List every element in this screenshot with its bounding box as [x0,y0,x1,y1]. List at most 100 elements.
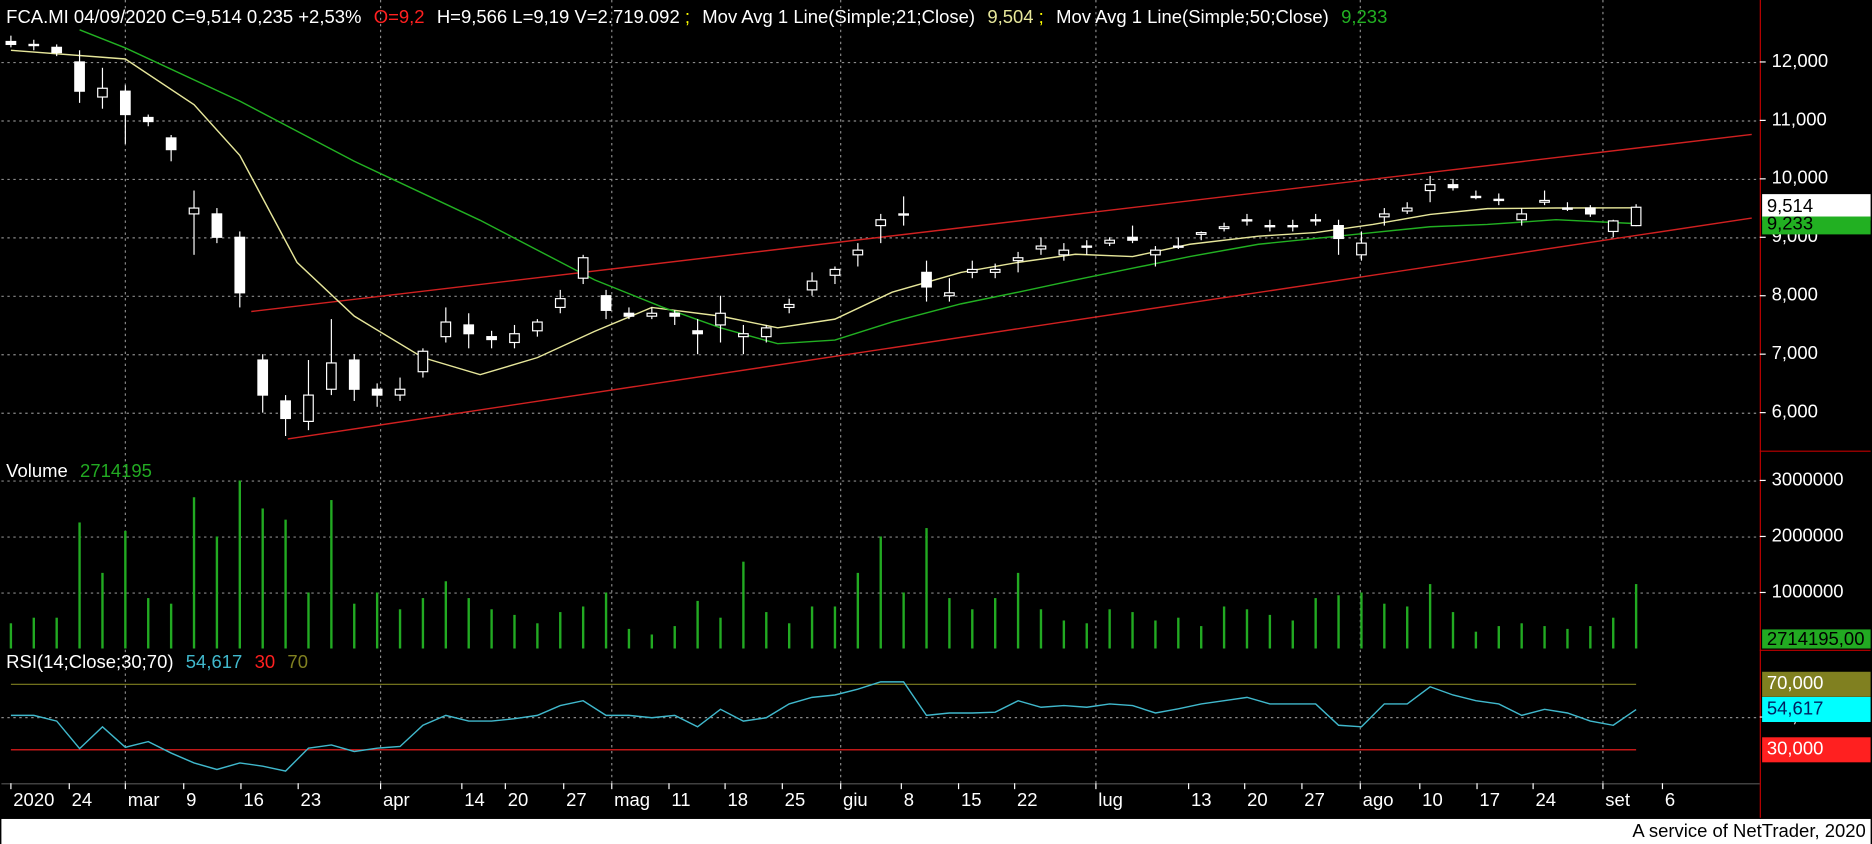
candle-body [97,87,108,98]
ma-label: 9,233 [1767,213,1813,234]
volume-title: Volume 2714195 [6,460,152,481]
volume-bar [215,536,219,649]
volume-bar [1154,620,1157,649]
candle-body [440,321,452,338]
x-tick-label: 9 [186,789,196,810]
candle-body [188,207,200,215]
candle-body [417,350,429,373]
volume-bar [1016,572,1020,649]
volume-bar [1039,609,1043,649]
candle-body [1516,213,1528,221]
x-tick-label: 24 [1536,789,1557,810]
volume-bar [9,623,13,649]
candle-body [600,295,612,311]
trend-line [287,217,1752,440]
x-tick-label: 20 [1247,789,1268,810]
volume-bar [101,572,104,649]
volume-box [1762,629,1871,649]
volume-bar [1360,592,1363,649]
volume-bar [925,528,928,649]
rsi-title: RSI(14;Close;30;70) 54,617 30 70 [6,651,308,672]
header-text: ; [1039,6,1044,27]
volume-bar [261,508,264,649]
header-text: O=9,2 [374,6,425,27]
volume-bar [490,609,493,649]
candle-body [1356,242,1367,256]
volume-bar [444,581,448,649]
volume-bar [581,606,585,649]
volume-bar [559,612,562,649]
x-tick-label: 2020 [13,789,54,810]
candle-body [1287,225,1299,228]
panel-title: Volume [6,460,68,481]
volume-bar [856,572,860,649]
level-label: 70 [287,651,308,672]
y-tick-label: 7,000 [1772,342,1818,363]
x-tick-label: 10 [1422,789,1443,810]
x-tick-label: 25 [785,789,806,810]
volume-bar [719,617,722,649]
candle-body [1378,213,1390,218]
candle-body [554,298,566,309]
candle-body [5,40,17,46]
x-tick-label: 8 [904,789,914,810]
header-text: ; [685,6,690,27]
level-label: 30 [255,651,276,672]
y-tick-label: 3000000 [1772,468,1844,489]
x-tick-label: 18 [727,789,748,810]
volume-bar [787,623,791,649]
y-tick-label: 2000000 [1772,524,1844,545]
volume-bar [1291,620,1294,649]
panel-value: 2714195 [80,460,152,481]
candle-body [1333,225,1344,240]
trend-line [251,133,1752,313]
volume-bar [1131,612,1134,649]
volume-bar [1085,623,1088,649]
volume-bar [1428,584,1432,649]
y-tick-label: 10,000 [1772,167,1829,188]
candle-body [921,271,932,288]
volume-bar [1589,626,1592,649]
volume-bar [948,598,951,649]
x-tick-label: 22 [1017,789,1038,810]
candle-body [234,236,246,294]
candle-body [1104,239,1116,244]
candle-body [783,303,795,309]
candle-body [669,312,681,317]
header: FCA.MI 04/09/2020 C=9,514 0,235 +2,53% O… [6,6,1387,27]
candle-body [257,359,269,396]
x-tick-label: ago [1363,789,1394,810]
candle-body [394,388,406,396]
footer-bar [1,818,1871,844]
legend-entry: Mov Avg 1 Line(Simple;21;Close) [702,6,975,27]
x-tick-label: set [1605,789,1630,810]
volume-bar [78,522,81,649]
candle-body [1584,207,1596,215]
x-tick-label: mag [614,789,650,810]
candle-body [623,312,635,317]
candle-body [577,257,589,279]
candle-body [1035,245,1047,250]
x-tick-label: 13 [1191,789,1212,810]
y-tick-label: 8,000 [1772,284,1818,305]
x-tick-label: 15 [961,789,982,810]
candle-body [1630,206,1642,227]
volume-bar [375,592,379,649]
x-tick-label: mar [128,789,160,810]
panel-value: 54,617 [186,651,243,672]
candle-body [1127,236,1138,241]
x-tick-label: 6 [1665,789,1675,810]
candle-body [165,137,177,151]
candle-body [1172,245,1184,248]
volume-bar [1245,609,1249,649]
candle-body [1264,225,1276,228]
candle-body [28,43,40,47]
x-tick-label: 14 [464,789,485,810]
volume-bar [902,592,905,649]
candle-body [486,336,497,341]
volume-bar [604,592,608,649]
volume-bar [1200,626,1203,649]
candle-body [119,90,131,116]
volume-bar [1222,606,1226,649]
